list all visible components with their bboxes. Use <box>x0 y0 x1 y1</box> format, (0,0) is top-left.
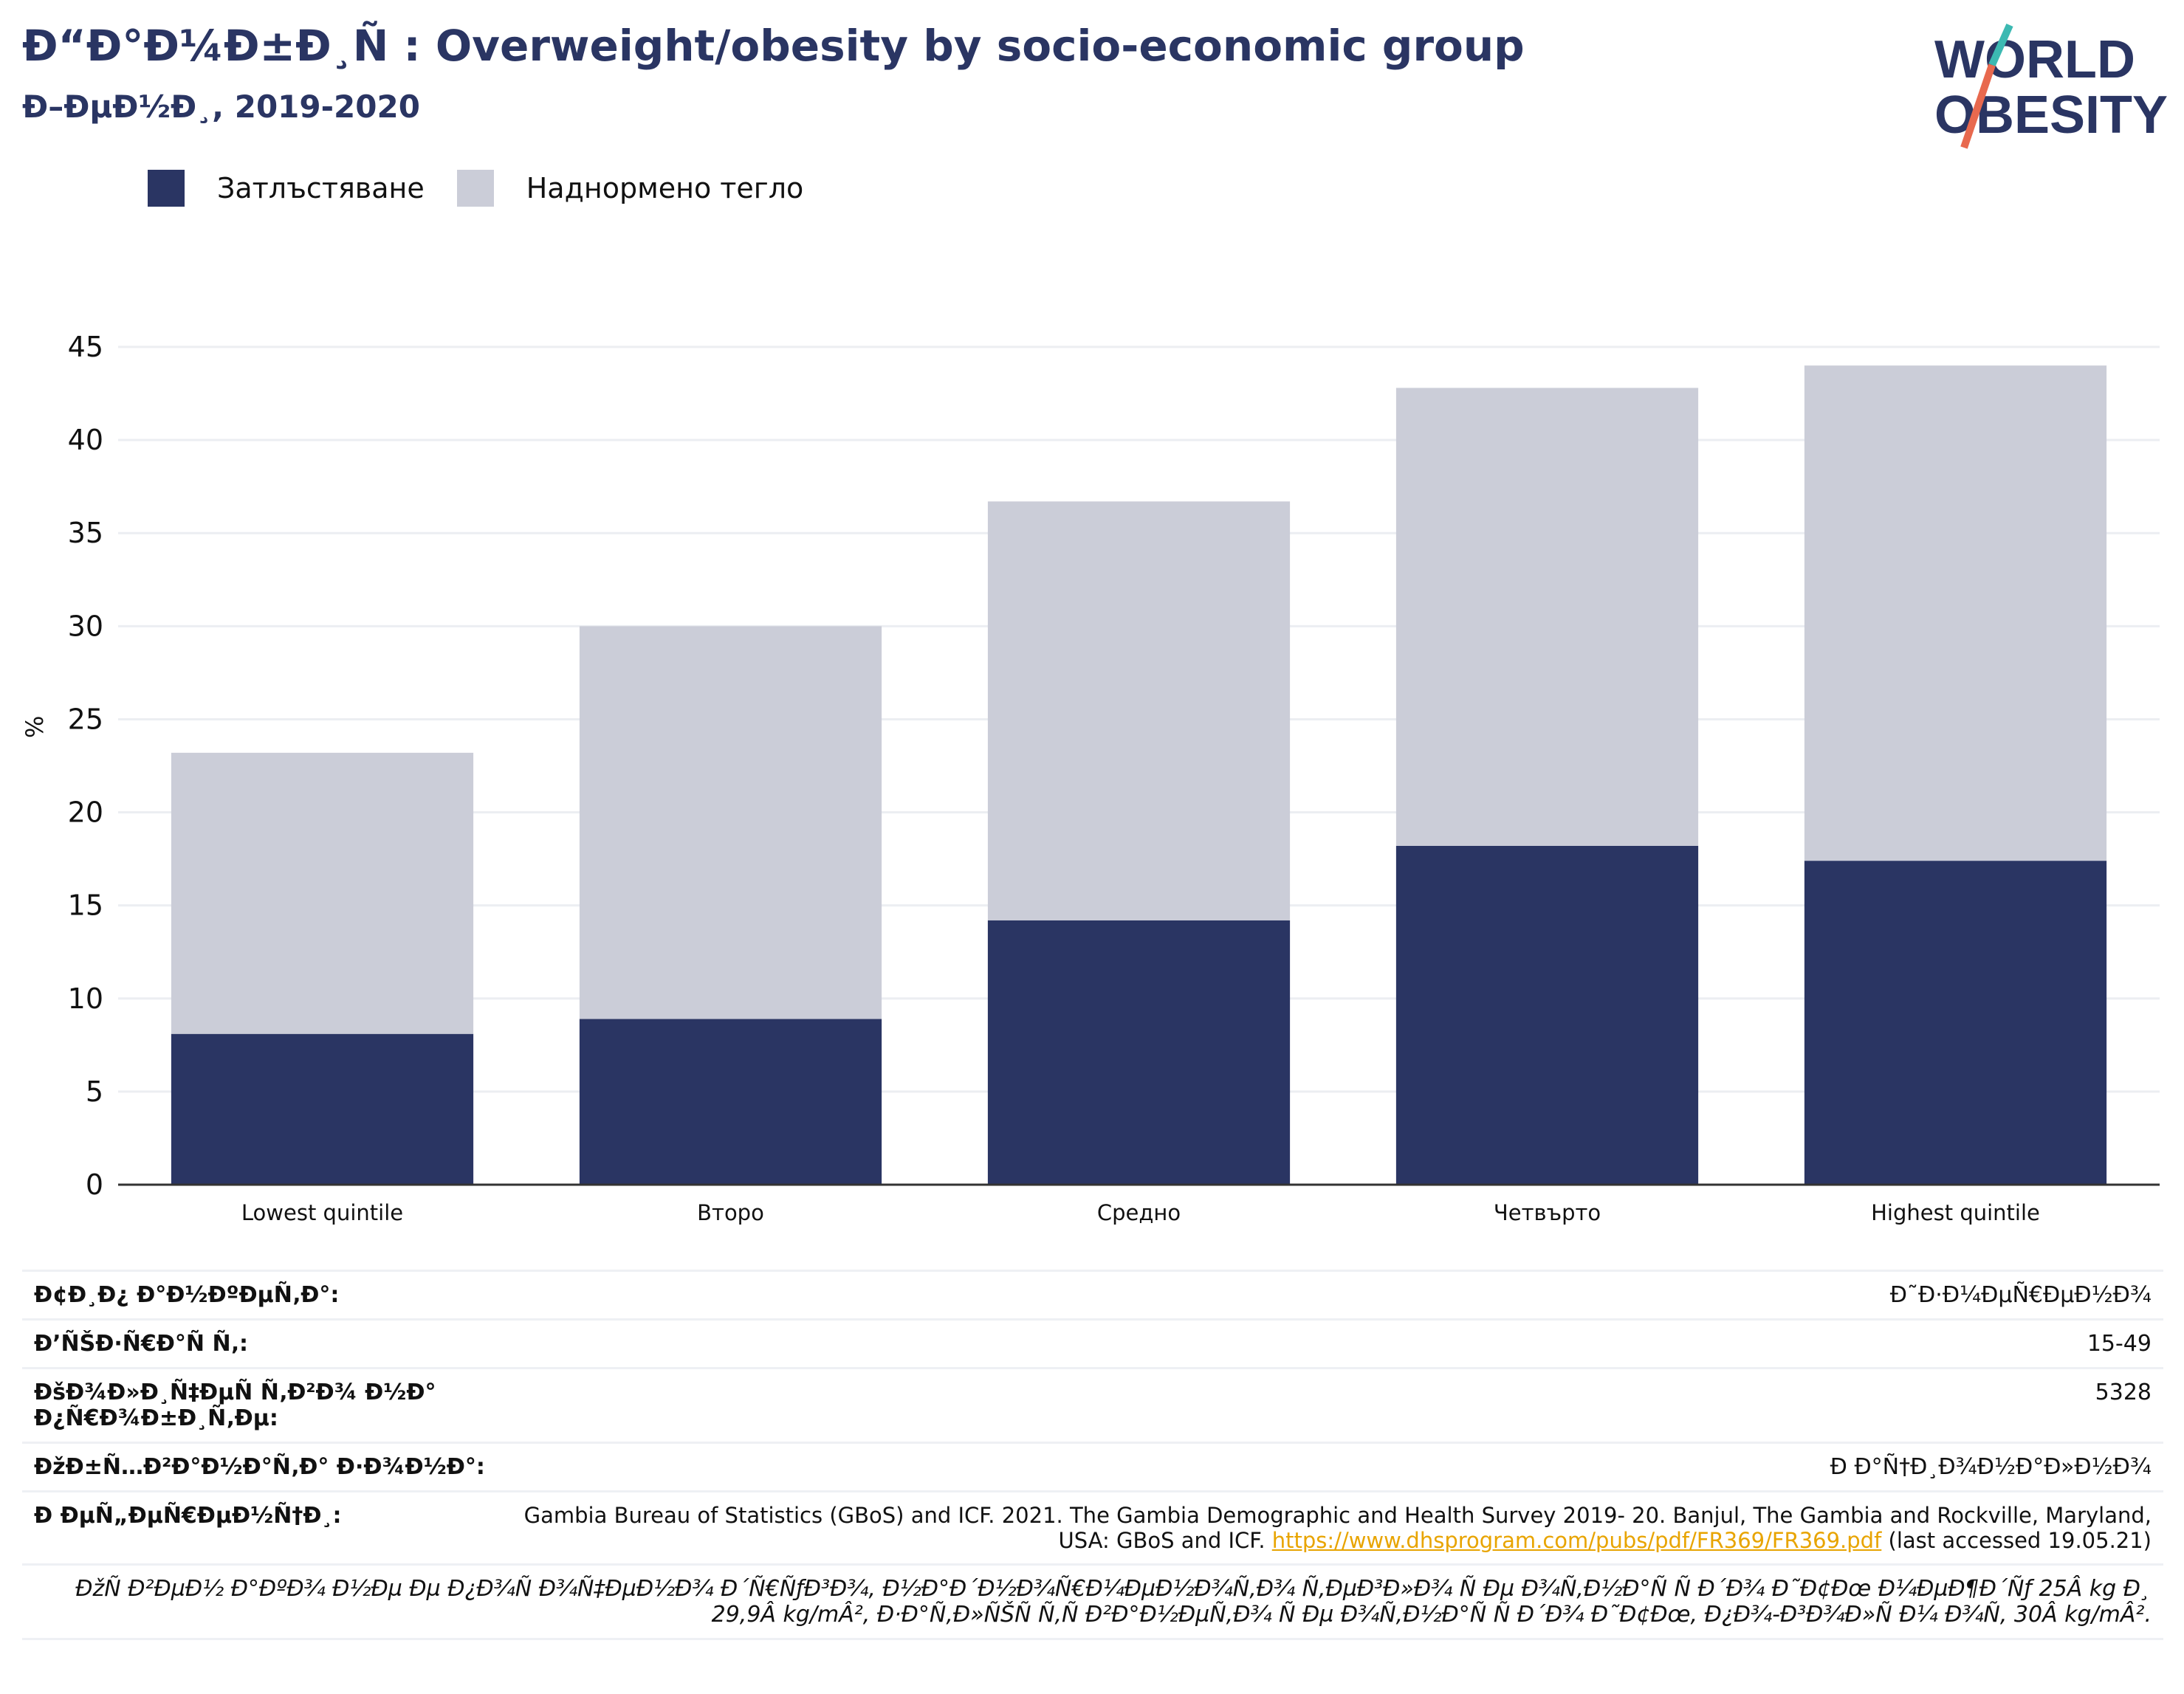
legend-swatch-overweight <box>456 170 494 207</box>
y-tick-label: 10 <box>68 982 103 1015</box>
x-tick-label: Четвърто <box>1494 1200 1601 1225</box>
bar-obesity <box>579 1019 882 1185</box>
x-tick-label: Lowest quintile <box>241 1200 403 1225</box>
meta-row-survey-type: Ð¢Ð¸Ð¿ Ð°Ð½ÐºÐµÑ‚Ð°: Ð˜Ð·Ð¼ÐµÑ€ÐµÐ½Ð¾ <box>22 1270 2163 1318</box>
meta-key: ÐžÐ±Ñ…Ð²Ð°Ð½Ð°Ñ‚Ð° Ð·Ð¾Ð½Ð°: <box>34 1454 485 1480</box>
x-tick-label: Средно <box>1097 1200 1181 1225</box>
svg-text:WORLD: WORLD <box>1934 30 2135 89</box>
meta-row-references: Ð ÐµÑ„ÐµÑ€ÐµÐ½Ñ†Ð¸: Gambia Bureau of Sta… <box>22 1490 2163 1563</box>
bar-obesity <box>1395 845 1699 1185</box>
y-tick-label: 25 <box>68 703 103 735</box>
metadata-table: Ð¢Ð¸Ð¿ Ð°Ð½ÐºÐµÑ‚Ð°: Ð˜Ð·Ð¼ÐµÑ€ÐµÐ½Ð¾ Ð’… <box>22 1270 2163 1640</box>
y-tick-label: 0 <box>86 1168 103 1201</box>
x-tick-label: Второ <box>697 1200 764 1225</box>
meta-row-sample-size: ÐšÐ¾Ð»Ð¸Ñ‡ÐµÑ Ñ‚Ð²Ð¾ Ð½Ð° Ð¿Ñ€Ð¾Ð±Ð¸Ñ‚Ðµ… <box>22 1367 2163 1442</box>
legend-label-overweight: Наднормено тегло <box>526 172 804 204</box>
bar-overweight <box>171 752 474 1034</box>
bar-overweight <box>1804 365 2107 861</box>
meta-value: Ð˜Ð·Ð¼ÐµÑ€ÐµÐ½Ð¾ <box>1889 1282 2152 1308</box>
meta-row-coverage: ÐžÐ±Ñ…Ð²Ð°Ð½Ð°Ñ‚Ð° Ð·Ð¾Ð½Ð°: Ð Ð°Ñ†Ð¸Ð¾Ð… <box>22 1442 2163 1490</box>
legend-swatch-obesity <box>148 170 185 207</box>
y-tick-label: 15 <box>68 889 103 922</box>
meta-key: Ð’ÑŠÐ·Ñ€Ð°Ñ Ñ‚: <box>34 1331 248 1357</box>
definition-note: ÐžÑ Ð²ÐµÐ½ Ð°ÐºÐ¾ Ð½Ðµ Ðµ Ð¿Ð¾Ñ Ð¾Ñ‡ÐµÐ½… <box>22 1563 2163 1640</box>
meta-key: ÐšÐ¾Ð»Ð¸Ñ‡ÐµÑ Ñ‚Ð²Ð¾ Ð½Ð° Ð¿Ñ€Ð¾Ð±Ð¸Ñ‚Ðµ… <box>34 1380 436 1431</box>
chart-subtitle: Ð–ÐµÐ½Ð¸, 2019-2020 <box>22 89 420 125</box>
bar-overweight <box>1395 388 1699 846</box>
y-tick-label: 5 <box>86 1075 103 1108</box>
y-tick-label: 45 <box>68 331 103 363</box>
meta-value: Ð Ð°Ñ†Ð¸Ð¾Ð½Ð°Ð»Ð½Ð¾ <box>1830 1454 2152 1480</box>
meta-row-age: Ð’ÑŠÐ·Ñ€Ð°Ñ Ñ‚: 15-49 <box>22 1318 2163 1367</box>
y-tick-label: 20 <box>68 796 103 829</box>
meta-value: 5328 <box>2095 1380 2152 1405</box>
legend-item-obesity: Затлъстяване <box>148 170 441 207</box>
x-tick-label: Highest quintile <box>1871 1200 2040 1225</box>
bar-chart: 0 5 10 15 20 25 30 35 40 45 Lowest quintile Второ Ср… <box>68 331 2160 1225</box>
y-tick-label: 40 <box>68 424 103 456</box>
bar-obesity <box>987 920 1291 1185</box>
bar-overweight <box>579 626 882 1019</box>
source-text: Gambia Bureau of Statistics (GBoS) and I… <box>523 1503 2152 1553</box>
bar-overweight <box>987 501 1291 920</box>
world-obesity-logo: WORLD OBESITY <box>1934 23 2168 149</box>
y-tick-label: 30 <box>68 610 103 642</box>
meta-key: Ð ÐµÑ„ÐµÑ€ÐµÐ½Ñ†Ð¸: <box>34 1503 342 1529</box>
source-tail: (last accessed 19.05.21) <box>1888 1528 2152 1553</box>
chart-title: Ð“Ð°Ð¼Ð±Ð¸Ñ : Overweight/obesity by soci… <box>22 21 1525 71</box>
legend: Затлъстяване Наднормено тегло <box>148 170 820 207</box>
legend-label-obesity: Затлъстяване <box>217 172 425 204</box>
bar-obesity <box>171 1033 474 1185</box>
meta-value: Gambia Bureau of Statistics (GBoS) and I… <box>492 1503 2152 1553</box>
legend-item-overweight: Наднормено тегло <box>456 170 804 207</box>
source-link[interactable]: https://www.dhsprogram.com/pubs/pdf/FR36… <box>1271 1528 1882 1553</box>
meta-value: 15-49 <box>2087 1331 2152 1357</box>
bar-obesity <box>1804 861 2107 1185</box>
y-tick-label: 35 <box>68 517 103 549</box>
meta-key: Ð¢Ð¸Ð¿ Ð°Ð½ÐºÐµÑ‚Ð°: <box>34 1282 340 1308</box>
